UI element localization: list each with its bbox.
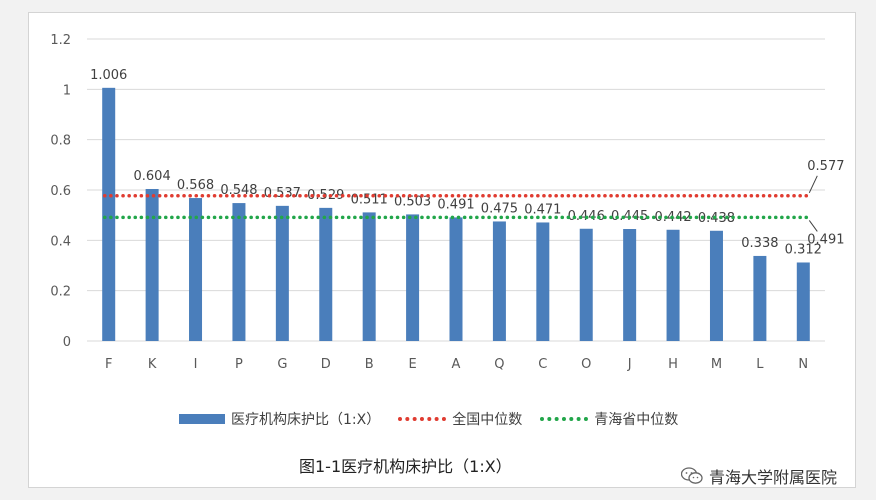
legend-swatch-province-median: [540, 417, 589, 421]
x-tick-label: O: [581, 357, 591, 372]
legend-swatch-bars: [179, 414, 225, 424]
bar-chart: 0 0.2 0.4 0.6 0.8 1 1.2 F 1.006 K 0.604 I 0.568 P 0.54…: [50, 33, 844, 372]
x-tick-label: F: [105, 357, 112, 372]
bar: [145, 188, 159, 341]
x-tick-label: E: [408, 357, 416, 372]
watermark-text: 青海大学附属医院: [709, 468, 838, 487]
bar: [536, 222, 550, 341]
watermark: 青海大学附属医院: [681, 466, 838, 487]
data-label: 0.475: [481, 201, 518, 216]
x-tick-label: Q: [494, 357, 504, 372]
data-label: 0.537: [264, 186, 301, 201]
bar: [102, 87, 116, 341]
wechat-icon: [681, 467, 703, 484]
x-tick-label: A: [452, 357, 461, 372]
legend-swatch-national-median: [398, 417, 447, 421]
chart-frame: 0 0.2 0.4 0.6 0.8 1 1.2 F 1.006 K 0.604 I 0.568 P 0.54…: [28, 12, 856, 488]
bar: [623, 229, 637, 341]
x-tick-label: D: [321, 357, 331, 372]
bar: [796, 262, 810, 341]
data-label: 0.503: [394, 194, 431, 209]
x-tick-label: K: [148, 357, 157, 372]
x-tick-label: B: [365, 357, 374, 372]
data-label: 0.604: [134, 169, 171, 184]
y-tick-label: 1: [63, 83, 71, 98]
data-label: 0.491: [437, 197, 474, 212]
y-tick-label: 1.2: [50, 33, 71, 48]
bar: [189, 198, 203, 341]
y-tick-label: 0.8: [50, 134, 71, 149]
legend-label-province-median: 青海省中位数: [594, 412, 679, 428]
figure-caption: 图1-1医疗机构床护比（1:X）: [299, 457, 512, 476]
reference-leader: [808, 220, 818, 232]
x-tick-label: H: [668, 357, 678, 372]
y-tick-label: 0.4: [50, 234, 71, 249]
legend-item-bars: 医疗机构床护比（1:X）: [179, 409, 380, 429]
bar: [406, 214, 420, 341]
bar: [232, 203, 246, 341]
x-tick-label: M: [711, 357, 722, 372]
bar: [753, 255, 767, 341]
bar: [666, 229, 680, 341]
x-tick-label: N: [798, 357, 808, 372]
data-label: 1.006: [90, 68, 127, 83]
y-tick-label: 0: [63, 335, 71, 350]
bar: [449, 217, 463, 341]
x-tick-label: J: [627, 357, 632, 372]
data-label: 0.338: [741, 236, 778, 251]
y-tick-label: 0.2: [50, 285, 71, 300]
bar: [319, 207, 333, 341]
x-tick-label: G: [277, 357, 287, 372]
legend-label-bars: 医疗机构床护比（1:X）: [231, 412, 381, 428]
data-label: 0.548: [220, 183, 257, 198]
x-tick-label: P: [235, 357, 243, 372]
x-tick-label: L: [756, 357, 764, 372]
y-tick-label: 0.6: [50, 184, 71, 199]
bar: [275, 205, 289, 341]
reference-label: 0.491: [807, 232, 844, 247]
data-label: 0.312: [785, 242, 822, 257]
bar: [492, 221, 506, 341]
legend: 医疗机构床护比（1:X） 全国中位数 青海省中位数: [179, 409, 678, 429]
bar: [709, 230, 723, 341]
legend-item-national-median: 全国中位数: [398, 409, 522, 429]
reference-label: 0.577: [807, 159, 844, 174]
data-label: 0.438: [698, 211, 735, 226]
bar: [579, 228, 593, 341]
legend-item-province-median: 青海省中位数: [540, 409, 678, 429]
x-tick-label: I: [194, 357, 198, 372]
legend-label-national-median: 全国中位数: [452, 412, 523, 428]
data-label: 0.568: [177, 178, 214, 193]
data-label: 0.471: [524, 202, 561, 217]
reference-leader: [808, 175, 818, 194]
bar: [362, 212, 376, 341]
x-tick-label: C: [538, 357, 547, 372]
